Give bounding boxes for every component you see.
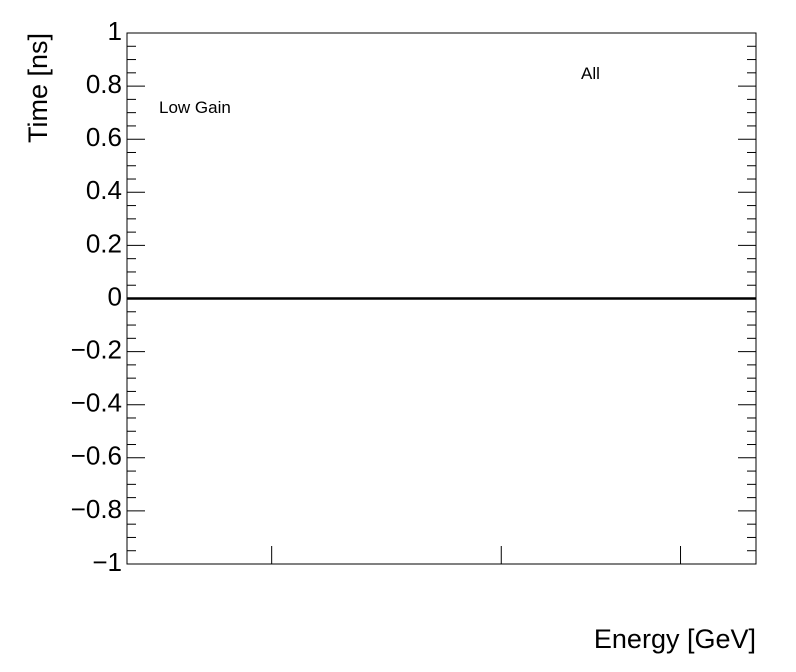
y-tick-label: −0.6	[71, 441, 122, 471]
y-tick-label: 1	[108, 16, 122, 46]
y-axis-title: Time [ns]	[23, 33, 53, 143]
annotation: All	[581, 64, 600, 83]
y-tick-label: −0.4	[71, 388, 122, 418]
y-tick-label: 0.4	[86, 175, 122, 205]
annotation: Low Gain	[159, 98, 231, 117]
y-tick-label: 0.6	[86, 122, 122, 152]
y-tick-label: 0	[108, 281, 122, 311]
y-tick-label: 0.2	[86, 228, 122, 258]
x-axis-title: Energy [GeV]	[594, 624, 756, 654]
y-tick-label: −1	[92, 547, 122, 577]
y-tick-label: −0.2	[71, 334, 122, 364]
y-tick-label: 0.8	[86, 69, 122, 99]
y-tick-label: −0.8	[71, 494, 122, 524]
